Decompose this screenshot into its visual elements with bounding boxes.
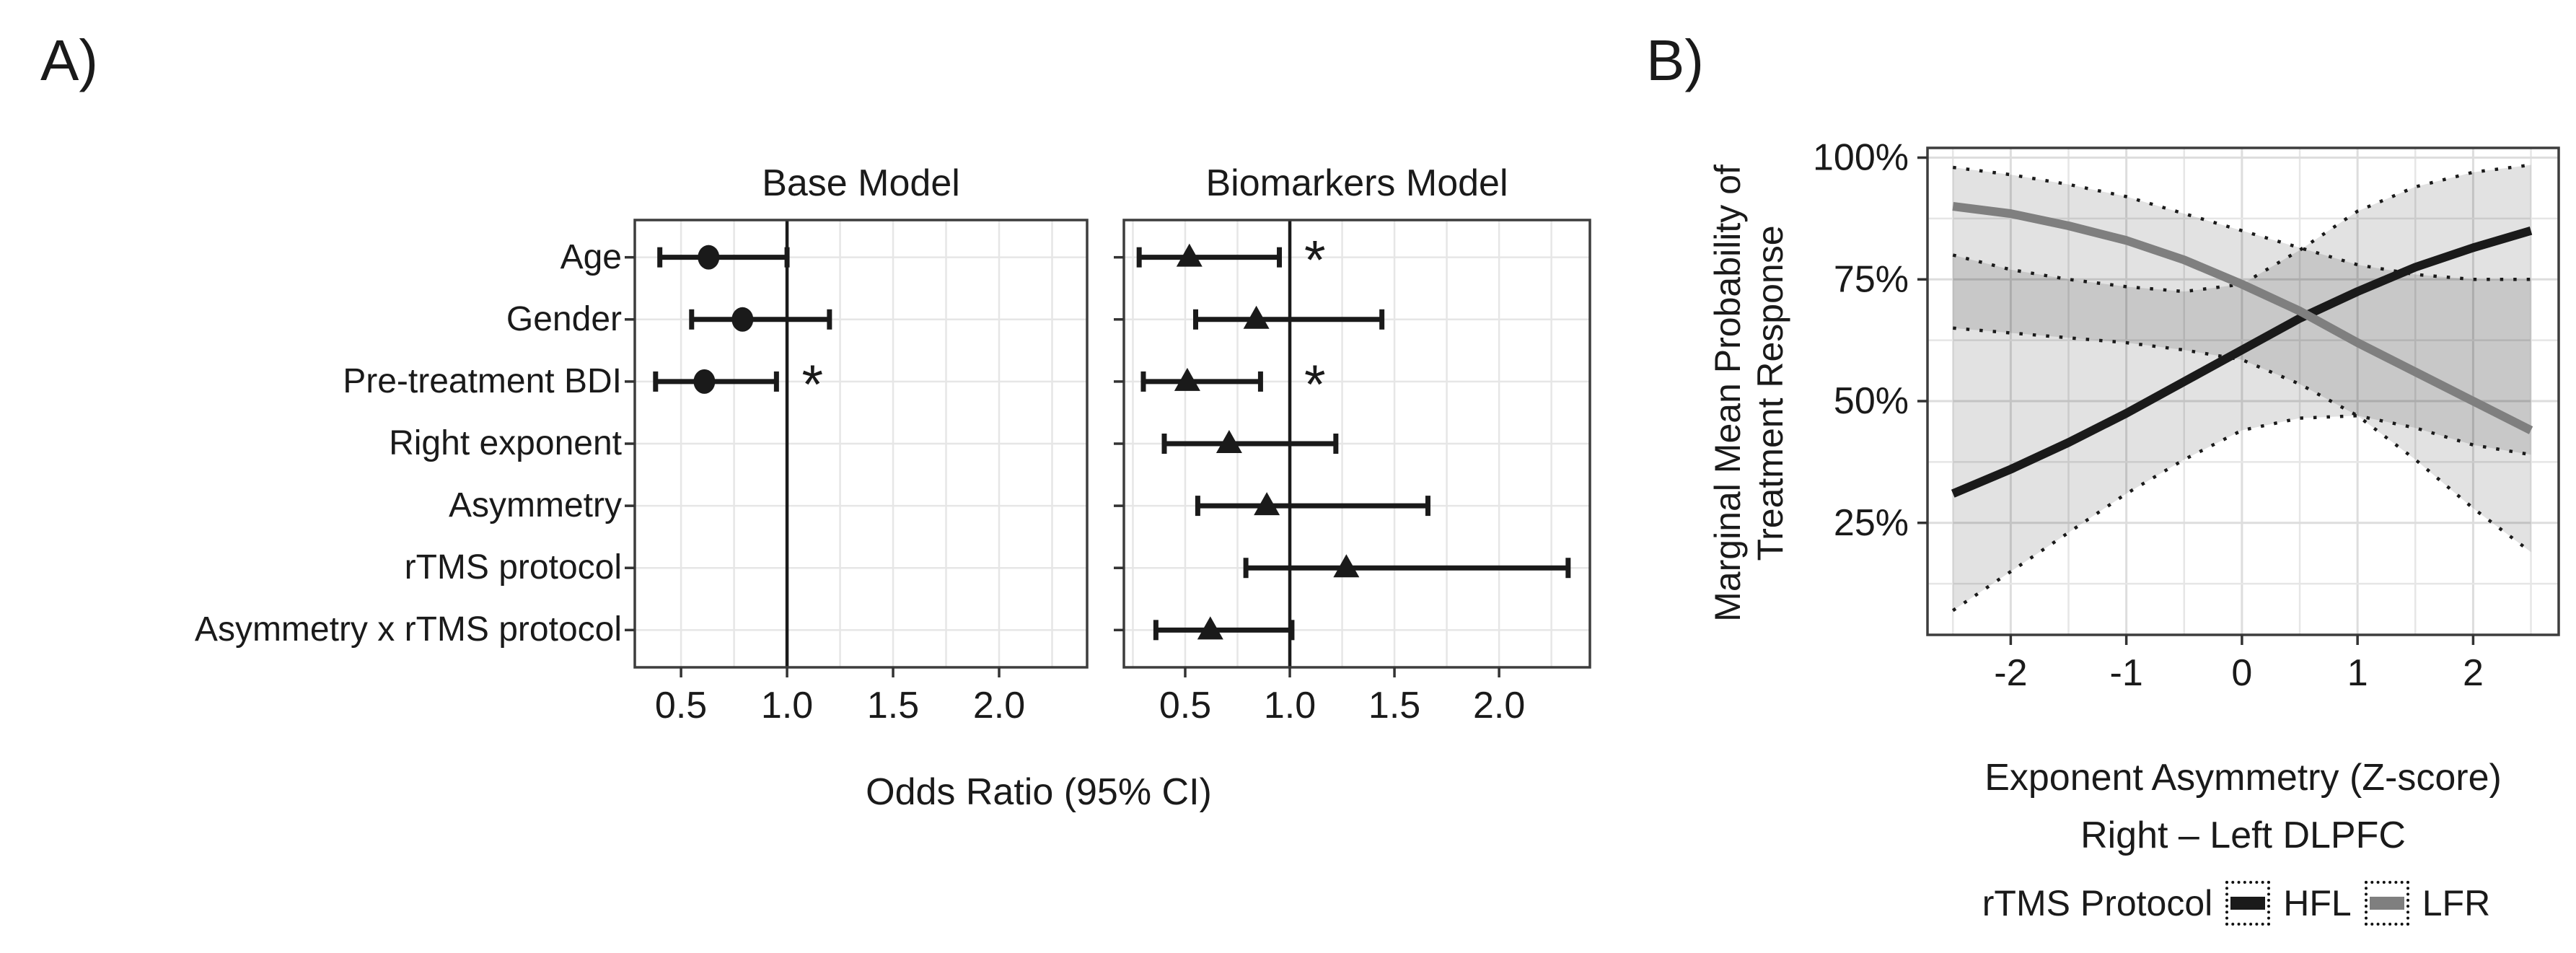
row-label-gender: Gender — [506, 299, 622, 338]
errorbar-pre-treatment-bdi — [653, 369, 779, 394]
base-model-panel-grid — [635, 220, 1087, 667]
legend-label-lfr: LFR — [2422, 883, 2491, 923]
point-triangle — [1176, 243, 1203, 267]
errorbar-asymmetry — [1195, 492, 1430, 517]
y-tick-label: 50% — [1834, 380, 1909, 422]
x-tick-label: 2.0 — [1473, 685, 1525, 726]
legend-label-hfl: HFL — [2283, 883, 2352, 923]
errorbar-right-exponent — [1161, 430, 1339, 454]
point-circle — [731, 307, 754, 332]
sig-asterisk-age: * — [1304, 230, 1326, 291]
x-tick-label: -1 — [2110, 652, 2143, 694]
errorbar-age — [1136, 243, 1283, 268]
biomarkers-model-title: Biomarkers Model — [1205, 162, 1508, 204]
forest-row-labels: Age Gender Pre-treatment BDI Right exponent… — [0, 0, 622, 953]
errorbar-rtms-protocol — [1243, 554, 1571, 579]
line-lfr — [1952, 202, 2533, 434]
lfr-line-sample — [2369, 897, 2404, 910]
forest-x-axis-label: Odds Ratio (95% CI) — [866, 771, 1212, 813]
x-tick-label: 2.0 — [973, 685, 1025, 726]
point-triangle — [1197, 616, 1223, 640]
row-label-age: Age — [560, 237, 622, 276]
biomarkers-model-panel: 0.5 1.0 1.5 2.0 * * — [1114, 219, 1591, 726]
lineplot-x-axis-label-line2: Right – Left DLPFC — [2080, 814, 2406, 856]
errorbar-gender — [689, 307, 832, 332]
line-hfl — [1951, 226, 2533, 498]
point-triangle — [1216, 430, 1242, 453]
point-triangle — [1174, 367, 1200, 391]
x-tick-label: 0 — [2231, 652, 2252, 694]
point-circle — [698, 245, 720, 270]
legend-key-hfl-icon — [2225, 881, 2271, 926]
x-tick-label: -2 — [1994, 652, 2027, 694]
row-label-asymmetry: Asymmetry — [449, 486, 622, 525]
row-label-rtms-protocol: rTMS protocol — [404, 548, 622, 587]
y-tick-label: 25% — [1834, 502, 1909, 544]
y-tick-label: 100% — [1813, 137, 1909, 179]
x-tick-label: 2 — [2463, 652, 2484, 694]
row-label-right-exponent: Right exponent — [389, 424, 622, 462]
legend-title: rTMS Protocol — [1982, 883, 2213, 923]
base-model-title: Base Model — [762, 162, 960, 204]
x-tick-label: 1.0 — [761, 685, 813, 726]
x-tick-label: 1.5 — [867, 685, 919, 726]
lineplot-x-axis-label-line1: Exponent Asymmetry (Z-score) — [1984, 757, 2502, 799]
point-circle — [693, 369, 716, 394]
point-triangle — [1243, 305, 1270, 329]
errorbar-gender — [1192, 305, 1385, 330]
errorbar-asymmetry-x-rtms-protocol — [1153, 616, 1295, 641]
x-tick-label: 1.5 — [1368, 685, 1420, 726]
sig-asterisk-pre-treatment-bdi: * — [1304, 354, 1326, 416]
errorbar-age — [657, 245, 790, 270]
point-triangle — [1254, 492, 1280, 516]
y-tick-label: 75% — [1834, 258, 1909, 300]
ci-ribbon-lfr — [1953, 167, 2531, 553]
ci-lower-hfl — [1952, 414, 2531, 612]
panel-b-label: B) — [1646, 28, 1704, 92]
row-label-pre-treatment-bdi: Pre-treatment BDI — [343, 361, 622, 400]
row-label-asymmetry-x-rtms-protocol: Asymmetry x rTMS protocol — [194, 610, 622, 649]
x-tick-label: 0.5 — [655, 685, 707, 726]
sig-asterisk-pre-treatment-bdi: * — [802, 354, 824, 416]
legend-key-lfr-icon — [2364, 881, 2409, 926]
panel-a-label: A) — [40, 28, 98, 92]
ci-upper-lfr — [1952, 165, 2531, 281]
legend: rTMS Protocol HFL LFR — [1876, 874, 2576, 932]
errorbar-pre-treatment-bdi — [1140, 367, 1263, 392]
hfl-line-sample — [2230, 897, 2266, 910]
lineplot-panel: -2 -1 0 1 2 25% 50% 75% 100% — [1813, 137, 2560, 694]
base-model-panel: 0.5 1.0 1.5 2.0 * — [625, 219, 1089, 726]
x-tick-label: 1 — [2347, 652, 2368, 694]
point-triangle — [1333, 554, 1360, 578]
x-tick-label: 0.5 — [1159, 685, 1211, 726]
x-tick-label: 1.0 — [1264, 685, 1316, 726]
